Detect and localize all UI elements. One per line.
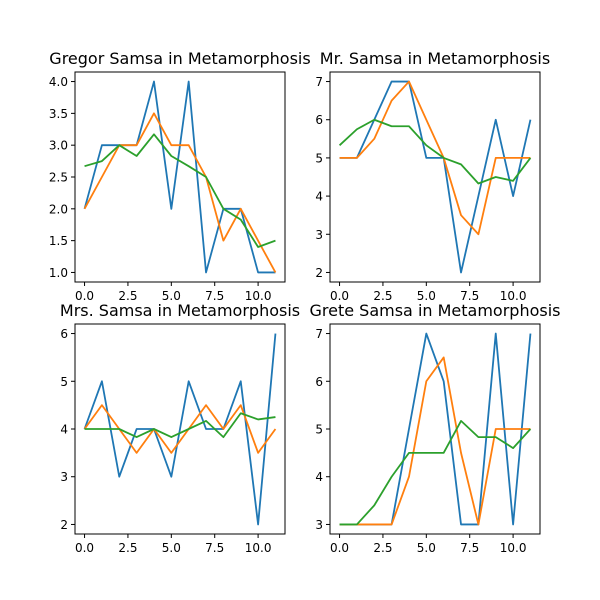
y-tick-label: 3.5 — [49, 107, 68, 121]
y-tick-label: 4 — [315, 190, 323, 204]
x-tick-label: 7.5 — [460, 289, 479, 303]
x-tick-label: 2.5 — [118, 289, 137, 303]
series-line — [83, 333, 277, 526]
y-tick-label: 2.5 — [49, 171, 68, 185]
y-tick-label: 4 — [60, 423, 68, 437]
series-line — [339, 356, 531, 526]
x-tick-label: 2.5 — [373, 541, 392, 555]
x-tick-label: 0.0 — [330, 289, 349, 303]
y-tick-label: 4 — [315, 470, 323, 484]
y-tick-label: 7 — [315, 327, 323, 341]
y-tick-label: 2.0 — [49, 202, 68, 216]
x-tick-label: 5.0 — [417, 289, 436, 303]
y-tick-label: 7 — [315, 75, 323, 89]
series-line — [84, 133, 276, 248]
series-line — [339, 80, 531, 236]
y-tick-label: 3 — [315, 228, 323, 242]
axes-frame — [74, 71, 286, 283]
x-tick-label: 0.0 — [75, 289, 94, 303]
x-tick-label: 7.5 — [205, 541, 224, 555]
y-tick-label: 6 — [315, 375, 323, 389]
x-tick-label: 10.0 — [500, 289, 527, 303]
subplot-title: Grete Samsa in Metamorphosis — [310, 301, 561, 320]
y-tick-label: 6 — [60, 327, 68, 341]
y-tick-label: 2 — [60, 518, 68, 532]
y-tick-label: 1.5 — [49, 234, 68, 248]
x-tick-label: 10.0 — [245, 289, 272, 303]
y-tick-label: 3.0 — [49, 139, 68, 153]
series-line — [83, 404, 277, 454]
y-tick-label: 3 — [60, 470, 68, 484]
y-tick-label: 2 — [315, 266, 323, 280]
series-line — [339, 80, 532, 274]
y-tick-label: 5 — [315, 151, 323, 165]
series-line — [338, 118, 532, 185]
y-tick-label: 4.0 — [49, 75, 68, 89]
series-line — [83, 112, 277, 273]
subplot: 0.0 2.5 5.0 7.5 10.0 2 3 4 5 6 Mrs. Samsa in Metam… — [60, 301, 300, 555]
y-tick-label: 3 — [315, 518, 323, 532]
series-line — [339, 419, 532, 526]
y-tick-label: 5 — [315, 423, 323, 437]
x-tick-label: 5.0 — [417, 541, 436, 555]
axes-frame — [329, 71, 541, 283]
x-tick-label: 2.5 — [118, 541, 137, 555]
series-line — [84, 412, 276, 439]
subplot: 0.0 2.5 5.0 7.5 10.0 3 4 5 6 7 Grete Samsa in Meta… — [310, 301, 561, 555]
y-tick-label: 1.0 — [49, 266, 68, 280]
x-tick-label: 0.0 — [75, 541, 94, 555]
x-tick-label: 0.0 — [330, 541, 349, 555]
x-tick-label: 5.0 — [162, 541, 181, 555]
x-tick-label: 5.0 — [162, 289, 181, 303]
subplot-title: Mrs. Samsa in Metamorphosis — [60, 301, 300, 320]
x-tick-label: 7.5 — [460, 541, 479, 555]
x-tick-label: 10.0 — [245, 541, 272, 555]
subplot: 0.0 2.5 5.0 7.5 10.0 1.0 1.5 2.0 2.5 3.0 3.5 4.0 Gre… — [49, 49, 311, 303]
subplot: 0.0 2.5 5.0 7.5 10.0 2 3 4 5 6 7 Mr. Samsa in Metam… — [315, 49, 550, 303]
x-tick-label: 7.5 — [205, 289, 224, 303]
x-tick-label: 10.0 — [500, 541, 527, 555]
subplot-title: Mr. Samsa in Metamorphosis — [320, 49, 550, 68]
subplot-title: Gregor Samsa in Metamorphosis — [49, 49, 310, 68]
y-tick-label: 6 — [315, 113, 323, 127]
y-tick-label: 5 — [60, 375, 68, 389]
x-tick-label: 2.5 — [373, 289, 392, 303]
